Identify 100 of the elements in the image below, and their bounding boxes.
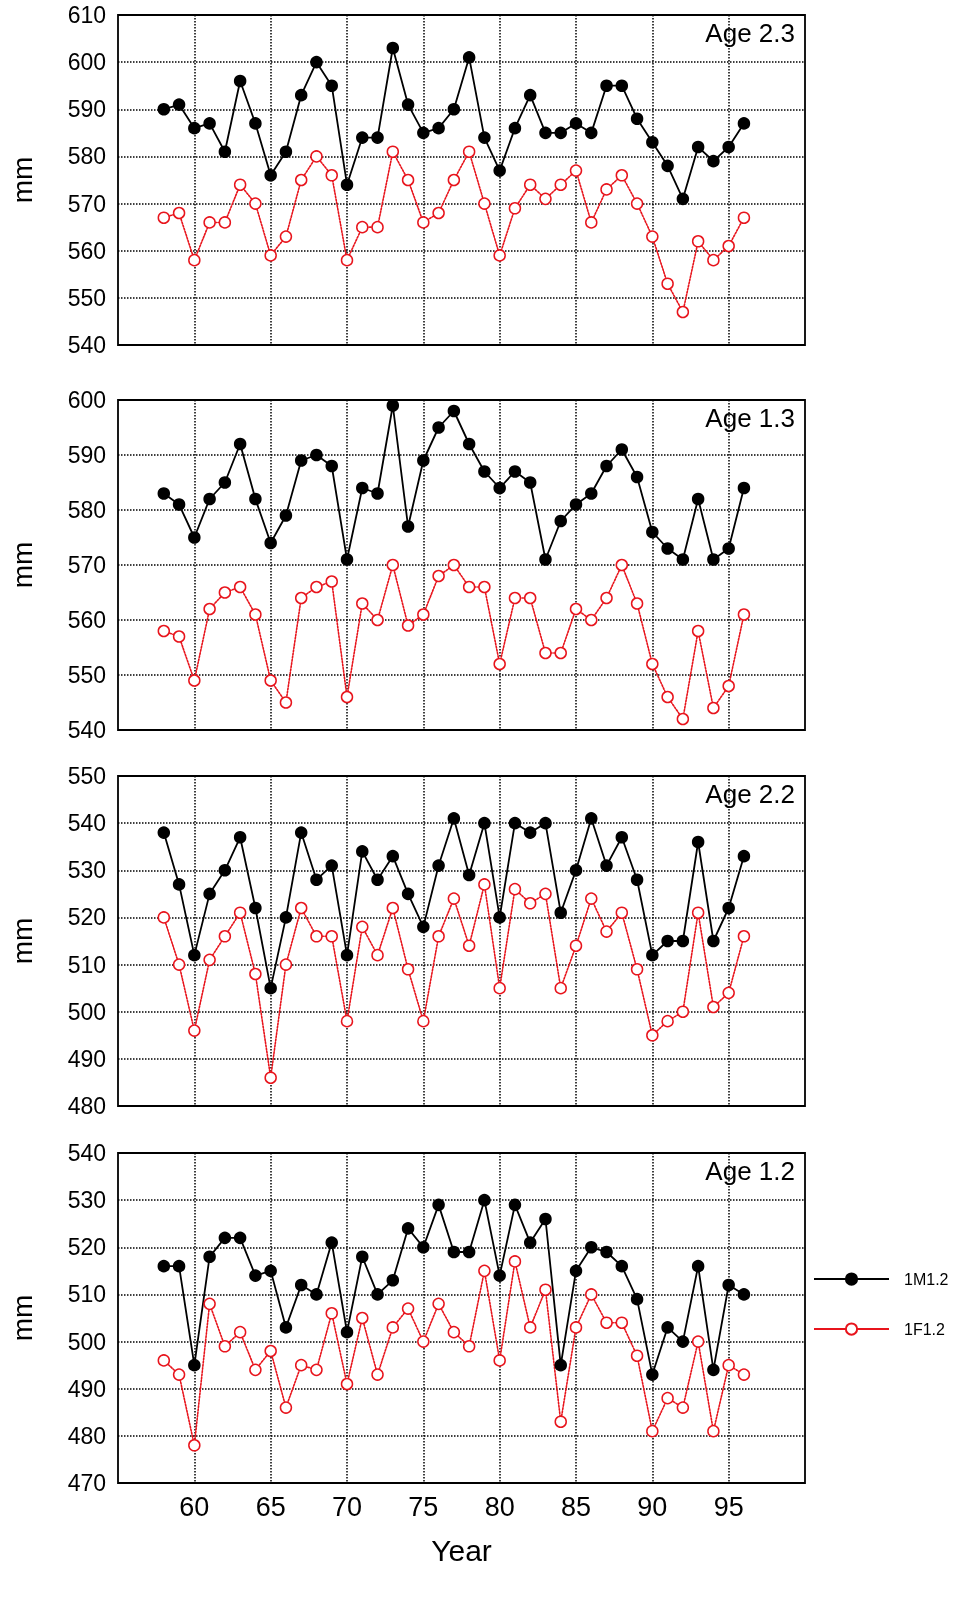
point <box>707 253 720 267</box>
point <box>218 930 232 943</box>
point <box>279 145 293 158</box>
point <box>249 901 262 915</box>
point <box>203 1297 216 1311</box>
point <box>585 1288 598 1301</box>
point <box>539 887 552 901</box>
point <box>264 1344 277 1358</box>
point <box>188 1439 201 1452</box>
y-tick-label: 490 <box>67 1375 106 1402</box>
point <box>401 1302 415 1315</box>
point <box>600 183 613 196</box>
point <box>417 216 430 229</box>
point <box>203 953 216 967</box>
point <box>630 873 644 886</box>
point <box>722 679 735 693</box>
point <box>417 454 430 467</box>
annotation: Age 2.2 <box>705 779 796 809</box>
point <box>462 868 476 882</box>
point <box>218 1340 232 1353</box>
point <box>233 906 247 919</box>
point <box>691 624 705 638</box>
point <box>508 121 522 135</box>
annotation: Age 2.3 <box>705 18 796 48</box>
point <box>462 51 476 64</box>
point <box>401 520 415 533</box>
point <box>478 878 491 891</box>
x-tick-label: 70 <box>331 1491 363 1522</box>
x-tick-label: 95 <box>713 1491 744 1522</box>
y-axis-title: mm <box>6 541 38 589</box>
point <box>264 1264 277 1278</box>
point <box>203 887 216 901</box>
point <box>356 131 369 144</box>
point <box>615 79 629 92</box>
point <box>157 1354 171 1367</box>
point <box>478 1193 491 1207</box>
point <box>508 816 522 830</box>
point <box>722 140 735 154</box>
y-tick-label: 540 <box>67 332 106 358</box>
point <box>722 239 735 253</box>
point <box>340 178 354 191</box>
y-tick-label: 540 <box>67 810 106 837</box>
point <box>447 404 461 418</box>
point <box>157 211 171 224</box>
point <box>188 253 201 267</box>
point <box>325 1307 338 1320</box>
y-tick-label: 590 <box>67 96 106 123</box>
point <box>432 421 445 434</box>
point <box>310 55 323 69</box>
legend-label: 1M1.2 <box>904 1270 949 1288</box>
point <box>523 1236 537 1249</box>
point <box>539 1283 552 1296</box>
point <box>203 492 216 506</box>
point <box>478 465 491 478</box>
point <box>401 173 415 187</box>
point <box>676 192 690 206</box>
point <box>691 492 705 506</box>
point <box>417 1014 430 1028</box>
point <box>401 1222 415 1235</box>
point <box>600 79 613 92</box>
point <box>432 859 445 872</box>
point <box>294 1358 308 1372</box>
point <box>569 117 583 130</box>
point <box>661 277 674 290</box>
y-tick-label: 490 <box>67 1045 106 1072</box>
point <box>356 845 369 858</box>
point <box>310 580 323 594</box>
point <box>447 1325 461 1339</box>
annotation: Age 1.2 <box>705 1156 796 1186</box>
point <box>478 197 491 210</box>
y-tick-label: 500 <box>67 998 106 1025</box>
point <box>600 1316 613 1329</box>
point <box>646 1424 659 1438</box>
point <box>676 1401 690 1414</box>
point <box>233 1325 247 1339</box>
point <box>676 553 690 566</box>
point <box>172 630 186 643</box>
x-tick-label: 90 <box>637 1491 668 1522</box>
point <box>356 1311 369 1325</box>
point <box>386 41 400 55</box>
y-tick-label: 510 <box>67 1281 106 1308</box>
point <box>249 608 262 621</box>
point <box>707 934 720 948</box>
point <box>661 934 674 948</box>
point <box>615 906 629 919</box>
point <box>707 1000 720 1014</box>
point <box>386 1274 400 1287</box>
point <box>462 1340 476 1353</box>
point <box>432 1297 445 1311</box>
point <box>722 1358 735 1372</box>
point <box>615 1316 629 1329</box>
y-tick-label: 550 <box>67 763 106 789</box>
point <box>417 1335 430 1348</box>
point <box>462 145 476 158</box>
point <box>233 178 247 191</box>
point <box>646 1368 659 1381</box>
point <box>325 930 338 943</box>
point <box>646 657 659 671</box>
point <box>218 864 232 877</box>
point <box>478 816 491 830</box>
